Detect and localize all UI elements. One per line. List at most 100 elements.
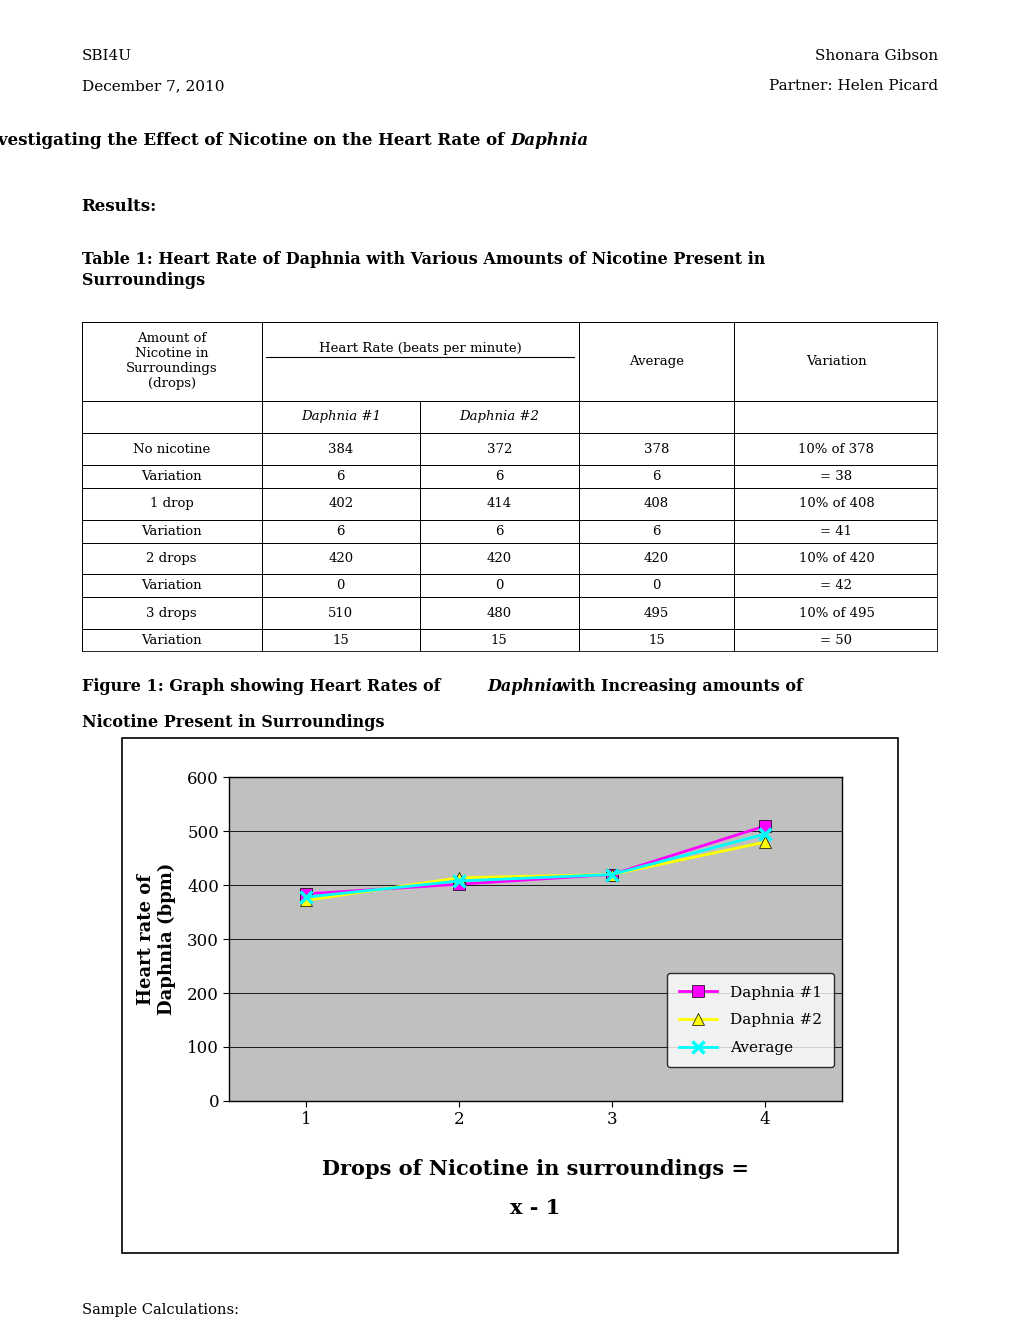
Text: Results:: Results: — [82, 198, 157, 215]
Bar — [420, 433, 578, 465]
Bar — [734, 630, 937, 652]
Bar — [734, 488, 937, 520]
Text: 6: 6 — [651, 470, 660, 483]
Bar — [82, 543, 261, 574]
Bar — [261, 630, 420, 652]
Bar — [734, 433, 937, 465]
Bar — [420, 598, 578, 630]
Text: 510: 510 — [328, 607, 353, 620]
Text: = 41: = 41 — [819, 524, 852, 537]
Text: 408: 408 — [643, 498, 668, 511]
Bar — [261, 543, 420, 574]
Text: Shonara Gibson: Shonara Gibson — [814, 49, 937, 63]
Text: 480: 480 — [486, 607, 512, 620]
Bar — [578, 401, 734, 433]
Text: 1 drop: 1 drop — [150, 498, 194, 511]
Text: 10% of 420: 10% of 420 — [798, 552, 873, 565]
Bar — [420, 520, 578, 543]
Bar — [578, 598, 734, 630]
Text: Table 1: Heart Rate of Daphnia with Various Amounts of Nicotine Present in
Surro: Table 1: Heart Rate of Daphnia with Vari… — [82, 251, 764, 289]
Bar — [82, 630, 261, 652]
Bar — [261, 488, 420, 520]
Text: Variation: Variation — [805, 355, 866, 368]
Bar — [734, 543, 937, 574]
Text: Variation: Variation — [141, 524, 202, 537]
Bar — [82, 465, 261, 488]
Bar — [420, 401, 578, 433]
Text: 10% of 378: 10% of 378 — [798, 442, 873, 455]
Text: 0: 0 — [652, 579, 660, 593]
Bar — [82, 488, 261, 520]
Text: Daphnia: Daphnia — [510, 132, 588, 149]
Bar — [420, 574, 578, 598]
Text: 10% of 408: 10% of 408 — [798, 498, 873, 511]
Bar — [578, 322, 734, 401]
Text: Daphnia #1: Daphnia #1 — [301, 411, 380, 424]
Text: 3 drops: 3 drops — [146, 607, 197, 620]
Text: Sample Calculations:: Sample Calculations: — [82, 1303, 238, 1317]
Text: Variation: Variation — [141, 634, 202, 647]
Text: 378: 378 — [643, 442, 668, 455]
Bar — [82, 574, 261, 598]
Text: 420: 420 — [643, 552, 668, 565]
Bar — [578, 543, 734, 574]
Text: 420: 420 — [328, 552, 353, 565]
Text: 414: 414 — [486, 498, 512, 511]
Bar — [578, 520, 734, 543]
Bar — [82, 598, 261, 630]
Bar — [578, 574, 734, 598]
Text: Variation: Variation — [141, 470, 202, 483]
Bar — [420, 630, 578, 652]
Text: = 42: = 42 — [819, 579, 852, 593]
Text: Variation: Variation — [141, 579, 202, 593]
Bar — [734, 598, 937, 630]
Bar — [261, 401, 420, 433]
Bar — [261, 574, 420, 598]
Bar — [261, 322, 578, 401]
Text: Daphnia: Daphnia — [487, 678, 562, 696]
Text: 0: 0 — [336, 579, 344, 593]
Text: 10% of 495: 10% of 495 — [798, 607, 873, 620]
Text: Drops of Nicotine in surroundings =: Drops of Nicotine in surroundings = — [322, 1159, 748, 1179]
Text: SBI4U: SBI4U — [82, 49, 131, 63]
Text: 495: 495 — [643, 607, 668, 620]
Text: Investigating the Effect of Nicotine on the Heart Rate of: Investigating the Effect of Nicotine on … — [0, 132, 510, 149]
Text: 2 drops: 2 drops — [146, 552, 197, 565]
Bar — [734, 401, 937, 433]
Text: 420: 420 — [486, 552, 512, 565]
Bar — [82, 520, 261, 543]
Text: 15: 15 — [332, 634, 348, 647]
Bar — [261, 520, 420, 543]
Bar — [734, 574, 937, 598]
Text: December 7, 2010: December 7, 2010 — [82, 79, 224, 94]
Bar — [420, 488, 578, 520]
Bar — [578, 488, 734, 520]
Bar — [82, 322, 261, 401]
Text: Average: Average — [629, 355, 684, 368]
Bar — [578, 465, 734, 488]
Text: 372: 372 — [486, 442, 512, 455]
Text: 0: 0 — [494, 579, 503, 593]
Bar — [82, 401, 261, 433]
Text: with Increasing amounts of: with Increasing amounts of — [550, 678, 802, 696]
Text: 6: 6 — [494, 524, 503, 537]
Legend: Daphnia #1, Daphnia #2, Average: Daphnia #1, Daphnia #2, Average — [666, 973, 834, 1068]
Bar — [261, 598, 420, 630]
Text: Daphnia #2: Daphnia #2 — [459, 411, 539, 424]
Bar — [734, 465, 937, 488]
Bar — [122, 738, 897, 1253]
Bar — [734, 322, 937, 401]
Text: 15: 15 — [490, 634, 507, 647]
Text: No nicotine: No nicotine — [132, 442, 210, 455]
Bar — [420, 465, 578, 488]
Bar — [734, 520, 937, 543]
Bar — [261, 465, 420, 488]
Bar — [420, 543, 578, 574]
Text: 6: 6 — [494, 470, 503, 483]
Text: = 38: = 38 — [819, 470, 852, 483]
Text: x - 1: x - 1 — [510, 1199, 560, 1218]
Bar — [578, 630, 734, 652]
Text: 6: 6 — [651, 524, 660, 537]
Text: = 50: = 50 — [819, 634, 852, 647]
Y-axis label: Heart rate of
Daphnia (bpm): Heart rate of Daphnia (bpm) — [137, 863, 176, 1015]
